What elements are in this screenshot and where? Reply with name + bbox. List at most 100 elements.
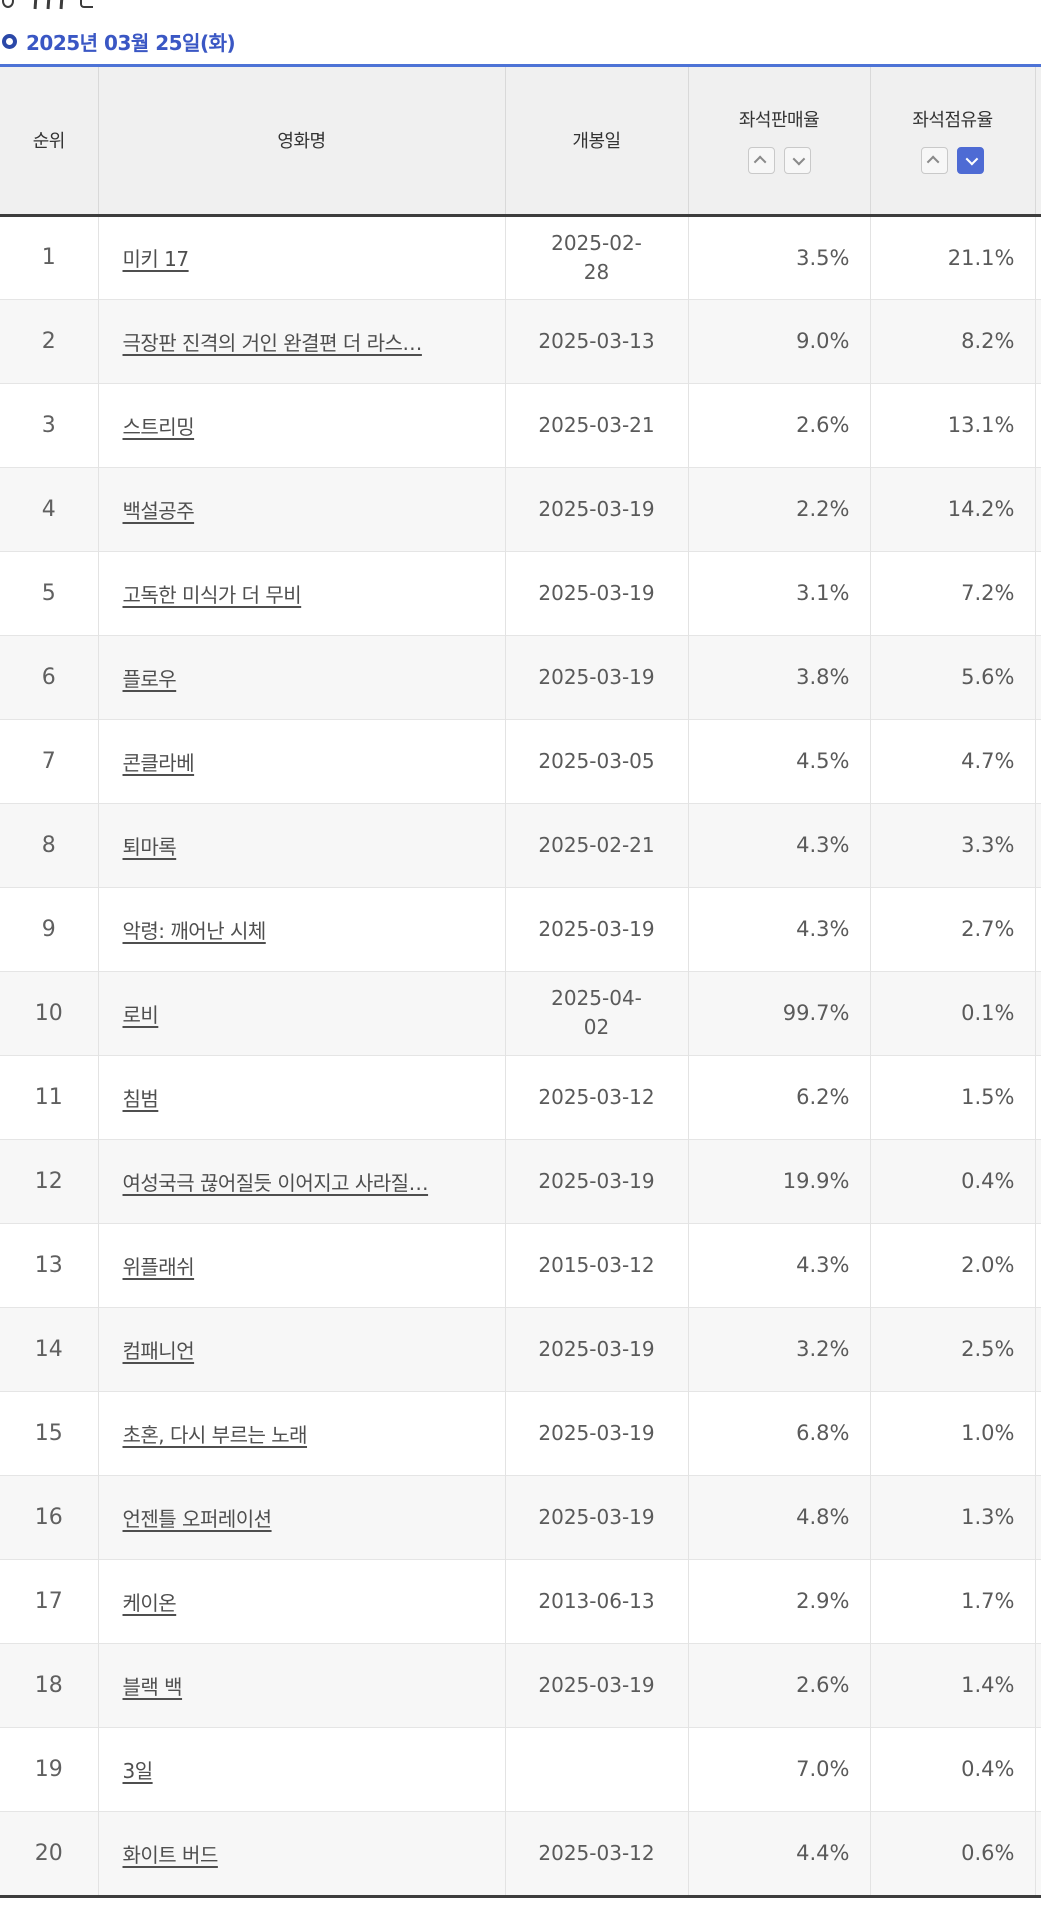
- occupancy-sort-desc-button-active[interactable]: [957, 147, 984, 175]
- rank-cell: 11: [0, 1054, 98, 1139]
- seat-sales-rate-cell: 4.3%: [687, 802, 870, 887]
- clipped-glyph: [59, 0, 64, 10]
- table-row: 9 악령: 깨어난 시체 2025-03-19 4.3% 2.7%: [0, 886, 1041, 971]
- movie-title-link[interactable]: 퇴마록: [122, 834, 177, 859]
- table-row: 14 컴패니언 2025-03-19 3.2% 2.5%: [0, 1306, 1041, 1391]
- movie-title-link[interactable]: 블랙 백: [122, 1674, 183, 1699]
- table-row: 10 로비 2025-04- 02 99.7% 0.1%: [0, 970, 1041, 1055]
- column-header-rank: 순위: [0, 67, 98, 217]
- rank-cell: 2: [0, 298, 98, 383]
- release-date-cell: 2025-03-12: [504, 1054, 688, 1139]
- table-row: 5 고독한 미식가 더 무비 2025-03-19 3.1% 7.2%: [0, 550, 1041, 635]
- release-date-cell: 2025-03-21: [504, 382, 688, 467]
- title-cell: 언젠틀 오퍼레이션: [97, 1474, 505, 1559]
- title-cell: 화이트 버드: [97, 1810, 505, 1895]
- seat-sales-rate-cell: 3.2%: [687, 1306, 870, 1391]
- movie-title-link[interactable]: 로비: [122, 1002, 159, 1027]
- seat-occupancy-rate-cell: 8.2%: [869, 298, 1035, 383]
- table-row: 20 화이트 버드 2025-03-12 4.4% 0.6%: [0, 1810, 1041, 1895]
- column-header-clipped: [1034, 67, 1041, 217]
- rank-cell: 4: [0, 466, 98, 551]
- clipped-cell: [1034, 382, 1041, 467]
- seat-occupancy-rate-cell: 2.7%: [869, 886, 1035, 971]
- release-date-cell: 2025-03-19: [504, 634, 688, 719]
- clipped-cell: [1034, 1306, 1041, 1391]
- movie-title-link[interactable]: 화이트 버드: [122, 1842, 219, 1867]
- sales-sort-asc-button[interactable]: [747, 147, 775, 175]
- column-header-title: 영화명: [97, 67, 505, 217]
- table-row: 6 플로우 2025-03-19 3.8% 5.6%: [0, 634, 1041, 719]
- occupancy-sort-asc-button[interactable]: [921, 147, 948, 175]
- boxoffice-table: 순위 영화명 개봉일 좌석판매율: [0, 64, 1041, 1898]
- title-cell: 위플래쉬: [97, 1222, 505, 1307]
- seat-occupancy-rate-cell: 2.0%: [869, 1222, 1035, 1307]
- seat-sales-rate-cell: 3.1%: [687, 550, 870, 635]
- seat-occupancy-rate-cell: 1.3%: [869, 1474, 1035, 1559]
- movie-title-link[interactable]: 언젠틀 오퍼레이션: [122, 1506, 273, 1531]
- seat-occupancy-rate-cell: 0.1%: [869, 970, 1035, 1055]
- seat-sales-rate-cell: 2.6%: [687, 1642, 870, 1727]
- table-row: 19 3일 7.0% 0.4%: [0, 1726, 1041, 1811]
- title-cell: 스트리밍: [97, 382, 505, 467]
- table-row: 16 언젠틀 오퍼레이션 2025-03-19 4.8% 1.3%: [0, 1474, 1041, 1559]
- clipped-cell: [1034, 466, 1041, 551]
- release-date-cell: 2025-03-19: [504, 886, 688, 971]
- seat-sales-rate-cell: 3.5%: [687, 215, 870, 299]
- title-cell: 초혼, 다시 부르는 노래: [97, 1390, 505, 1475]
- movie-title-link[interactable]: 여성국극 끊어질듯 이어지고 사라질…: [122, 1170, 429, 1195]
- seat-sales-rate-cell: 9.0%: [687, 298, 870, 383]
- release-date-cell: 2025-04- 02: [504, 970, 688, 1055]
- release-date-cell: 2025-02- 28: [504, 215, 688, 299]
- movie-title-link[interactable]: 콘클라베: [122, 750, 195, 775]
- clipped-text-fragment: [0, 0, 140, 10]
- movie-title-link[interactable]: 초혼, 다시 부르는 노래: [122, 1422, 308, 1447]
- movie-title-link[interactable]: 극장판 진격의 거인 완결편 더 라스…: [122, 330, 423, 355]
- clipped-cell: [1034, 1726, 1041, 1811]
- rank-cell: 1: [0, 215, 98, 299]
- seat-sales-rate-cell: 2.9%: [687, 1558, 870, 1643]
- title-cell: 플로우: [97, 634, 505, 719]
- chevron-down-icon: [965, 152, 979, 166]
- movie-title-link[interactable]: 침범: [122, 1086, 159, 1111]
- movie-title-link[interactable]: 고독한 미식가 더 무비: [122, 582, 302, 607]
- movie-title-link[interactable]: 케이온: [122, 1590, 177, 1615]
- title-cell: 로비: [97, 970, 505, 1055]
- seat-occupancy-rate-cell: 1.0%: [869, 1390, 1035, 1475]
- release-date-cell: 2025-03-12: [504, 1810, 688, 1895]
- release-date-cell: 2025-03-19: [504, 1390, 688, 1475]
- movie-title-link[interactable]: 스트리밍: [122, 414, 195, 439]
- rank-cell: 13: [0, 1222, 98, 1307]
- title-cell: 퇴마록: [97, 802, 505, 887]
- movie-title-link[interactable]: 위플래쉬: [122, 1254, 195, 1279]
- table-header: 순위 영화명 개봉일 좌석판매율: [0, 67, 1041, 217]
- sales-sort-desc-button[interactable]: [783, 147, 811, 175]
- seat-occupancy-rate-cell: 1.7%: [869, 1558, 1035, 1643]
- release-date-cell: 2025-03-19: [504, 1642, 688, 1727]
- rank-cell: 7: [0, 718, 98, 803]
- chevron-down-icon: [792, 152, 805, 166]
- release-date-cell: 2025-03-13: [504, 298, 688, 383]
- release-date-cell: 2025-02-21: [504, 802, 688, 887]
- table-row: 15 초혼, 다시 부르는 노래 2025-03-19 6.8% 1.0%: [0, 1390, 1041, 1475]
- rank-cell: 6: [0, 634, 98, 719]
- rank-cell: 16: [0, 1474, 98, 1559]
- title-cell: 블랙 백: [97, 1642, 505, 1727]
- movie-title-link[interactable]: 컴패니언: [122, 1338, 195, 1363]
- clipped-cell: [1034, 298, 1041, 383]
- movie-title-link[interactable]: 악령: 깨어난 시체: [122, 918, 267, 943]
- clipped-cell: [1034, 550, 1041, 635]
- movie-title-link[interactable]: 백설공주: [122, 498, 195, 523]
- clipped-cell: [1034, 1810, 1041, 1895]
- movie-title-link[interactable]: 미키 17: [122, 247, 190, 271]
- rank-cell: 3: [0, 382, 98, 467]
- rank-cell: 12: [0, 1138, 98, 1223]
- title-cell: 케이온: [97, 1558, 505, 1643]
- seat-sales-rate-cell: 99.7%: [687, 970, 870, 1055]
- clipped-cell: [1034, 1222, 1041, 1307]
- table-row: 18 블랙 백 2025-03-19 2.6% 1.4%: [0, 1642, 1041, 1727]
- movie-title-link[interactable]: 플로우: [122, 666, 177, 691]
- rank-cell: 8: [0, 802, 98, 887]
- title-cell: 콘클라베: [97, 718, 505, 803]
- movie-title-link[interactable]: 3일: [122, 1758, 154, 1783]
- seat-sales-rate-cell: 4.3%: [687, 1222, 870, 1307]
